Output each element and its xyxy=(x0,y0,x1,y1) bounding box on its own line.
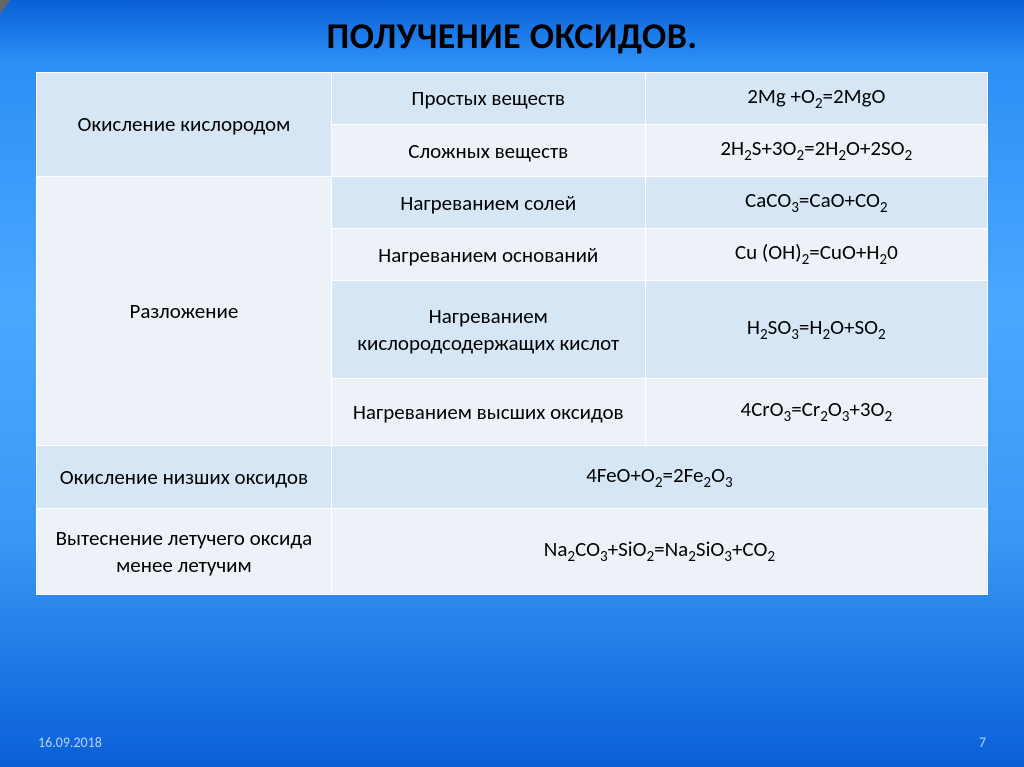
slide-footer: 16.09.2018 7 xyxy=(38,734,986,751)
subtype-cell: Сложных веществ xyxy=(331,125,645,177)
method-cell: Окисление низших оксидов xyxy=(37,446,332,509)
oxides-table: Окисление кислородом Простых веществ 2Mg… xyxy=(36,72,988,595)
formula-cell: Na2CO3+SiO2=Na2SiO3+CO2 xyxy=(331,509,987,595)
subtype-cell: Простых веществ xyxy=(331,73,645,125)
method-cell: Окисление кислородом xyxy=(37,73,332,177)
slide-content: ПОЛУЧЕНИЕ ОКСИДОВ. Окисление кислородом … xyxy=(0,0,1024,767)
table-row: Окисление кислородом Простых веществ 2Mg… xyxy=(37,73,988,125)
subtype-cell: Нагреванием оснований xyxy=(331,229,645,281)
formula-cell: 2Mg +O2=2MgO xyxy=(645,73,987,125)
footer-date: 16.09.2018 xyxy=(38,734,102,751)
formula-cell: H2SO3=H2O+SO2 xyxy=(645,281,987,379)
table-row: Вытеснение летучего оксида менее летучим… xyxy=(37,509,988,595)
formula-cell: CaCO3=CaO+CO2 xyxy=(645,177,987,229)
subtype-cell: Нагреванием солей xyxy=(331,177,645,229)
formula-cell: 4CrO3=Cr2O3+3O2 xyxy=(645,378,987,445)
method-cell: Разложение xyxy=(37,177,332,446)
subtype-cell: Нагреванием высших оксидов xyxy=(331,378,645,445)
formula-cell: 2H2S+3O2=2H2O+2SO2 xyxy=(645,125,987,177)
formula-cell: 4FeO+O2=2Fe2O3 xyxy=(331,446,987,509)
formula-cell: Cu (OH)2=CuO+H20 xyxy=(645,229,987,281)
subtype-cell: Нагреванием кислородсодержащих кислот xyxy=(331,281,645,379)
method-cell: Вытеснение летучего оксида менее летучим xyxy=(37,509,332,595)
table-row: Окисление низших оксидов 4FeO+O2=2Fe2O3 xyxy=(37,446,988,509)
table-row: Разложение Нагреванием солей CaCO3=CaO+C… xyxy=(37,177,988,229)
slide-title: ПОЛУЧЕНИЕ ОКСИДОВ. xyxy=(36,14,988,58)
footer-page-number: 7 xyxy=(979,734,986,751)
